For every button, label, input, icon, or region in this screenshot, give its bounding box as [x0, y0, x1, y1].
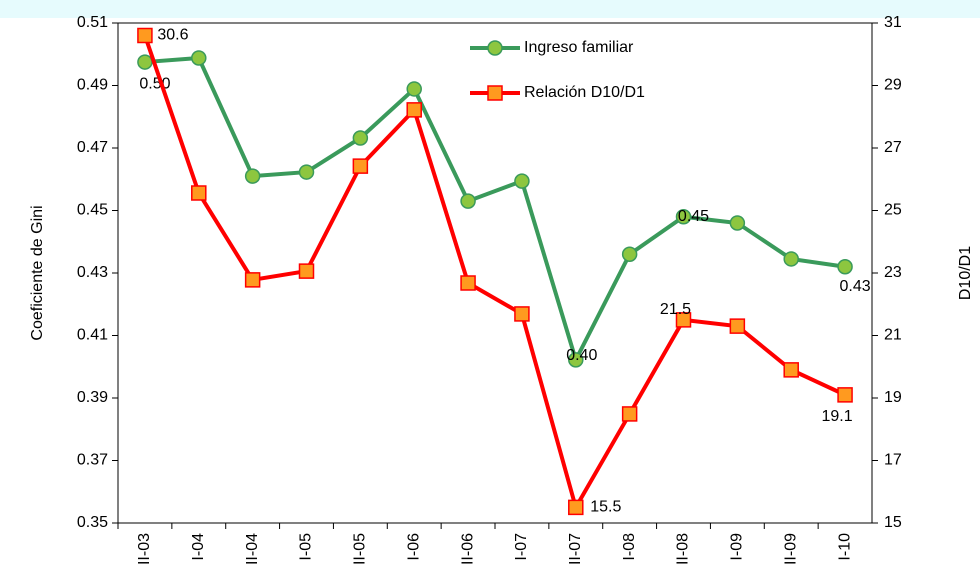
x-tick-label: I-09	[729, 533, 746, 561]
y-tick-label: 0.47	[77, 139, 108, 156]
y2-tick-label: 27	[884, 139, 902, 156]
marker	[191, 185, 207, 201]
marker	[568, 499, 584, 516]
y-tick-label: 0.51	[77, 14, 108, 31]
data-label: 0.43	[840, 278, 871, 295]
x-tick-label: I-06	[405, 533, 422, 561]
y2-tick-label: 17	[884, 452, 902, 469]
x-tick-label: I-04	[190, 533, 207, 561]
x-tick-label: I-07	[513, 533, 530, 561]
y-tick-label: 0.49	[77, 77, 108, 94]
marker	[729, 215, 746, 231]
marker	[298, 164, 315, 180]
marker	[568, 352, 584, 368]
data-label: 0.40	[566, 347, 597, 364]
marker	[675, 209, 692, 225]
y2-tick-label: 21	[884, 327, 902, 344]
series-line	[143, 34, 846, 513]
x-tick-label: I-05	[298, 533, 315, 561]
x-tick-label: II-05	[352, 533, 369, 565]
marker	[406, 102, 422, 118]
legend-marker	[487, 85, 503, 101]
marker	[514, 306, 530, 322]
data-label: 30.6	[157, 27, 188, 44]
legend-label: Relación D10/D1	[524, 84, 645, 101]
marker	[406, 81, 422, 97]
data-label: 19.1	[822, 408, 853, 425]
data-label: 15.5	[590, 499, 621, 516]
y-tick-label: 0.35	[77, 514, 108, 531]
marker	[352, 130, 369, 146]
legend-label: Ingreso familiar	[524, 39, 634, 56]
marker	[621, 246, 638, 262]
marker	[244, 272, 261, 288]
y2-tick-label: 31	[884, 14, 902, 31]
marker	[783, 251, 799, 267]
y-axis-label: Coeficiente de Gini	[29, 205, 46, 340]
marker	[621, 406, 638, 422]
x-tick-label: II-09	[782, 533, 799, 565]
y-tick-label: 0.41	[77, 327, 108, 344]
y2-axis-label: D10/D1	[957, 246, 974, 300]
marker	[460, 193, 476, 209]
top-band	[0, 0, 980, 18]
marker	[837, 259, 853, 275]
series-line	[144, 55, 846, 366]
x-tick-label: II-03	[136, 533, 153, 565]
data-label: 0.50	[139, 75, 170, 92]
y-tick-label: 0.37	[77, 452, 108, 469]
x-tick-label: I-10	[836, 533, 853, 561]
data-label: 0.45	[678, 208, 709, 225]
y2-tick-label: 29	[884, 77, 902, 94]
marker	[837, 387, 853, 403]
y-tick-label: 0.45	[77, 202, 108, 219]
marker	[783, 362, 799, 378]
legend-marker	[487, 40, 503, 56]
y2-tick-label: 25	[884, 202, 902, 219]
marker	[191, 50, 207, 66]
data-label: 21.5	[660, 301, 691, 318]
x-tick-label: II-07	[567, 533, 584, 565]
marker	[352, 158, 369, 174]
y2-tick-label: 15	[884, 514, 902, 531]
marker	[460, 275, 476, 291]
x-tick-label: I-08	[621, 533, 638, 561]
y-tick-label: 0.43	[77, 264, 108, 281]
marker	[298, 263, 315, 279]
x-tick-label: II-06	[459, 533, 476, 565]
y2-tick-label: 19	[884, 389, 902, 406]
y-tick-label: 0.39	[77, 389, 108, 406]
marker	[675, 312, 692, 328]
y2-tick-label: 23	[884, 264, 902, 281]
x-tick-label: II-04	[244, 533, 261, 565]
marker	[729, 318, 746, 334]
marker	[244, 168, 261, 184]
x-tick-label: II-08	[675, 533, 692, 565]
marker	[137, 54, 153, 70]
marker	[137, 27, 153, 44]
marker	[514, 173, 530, 189]
